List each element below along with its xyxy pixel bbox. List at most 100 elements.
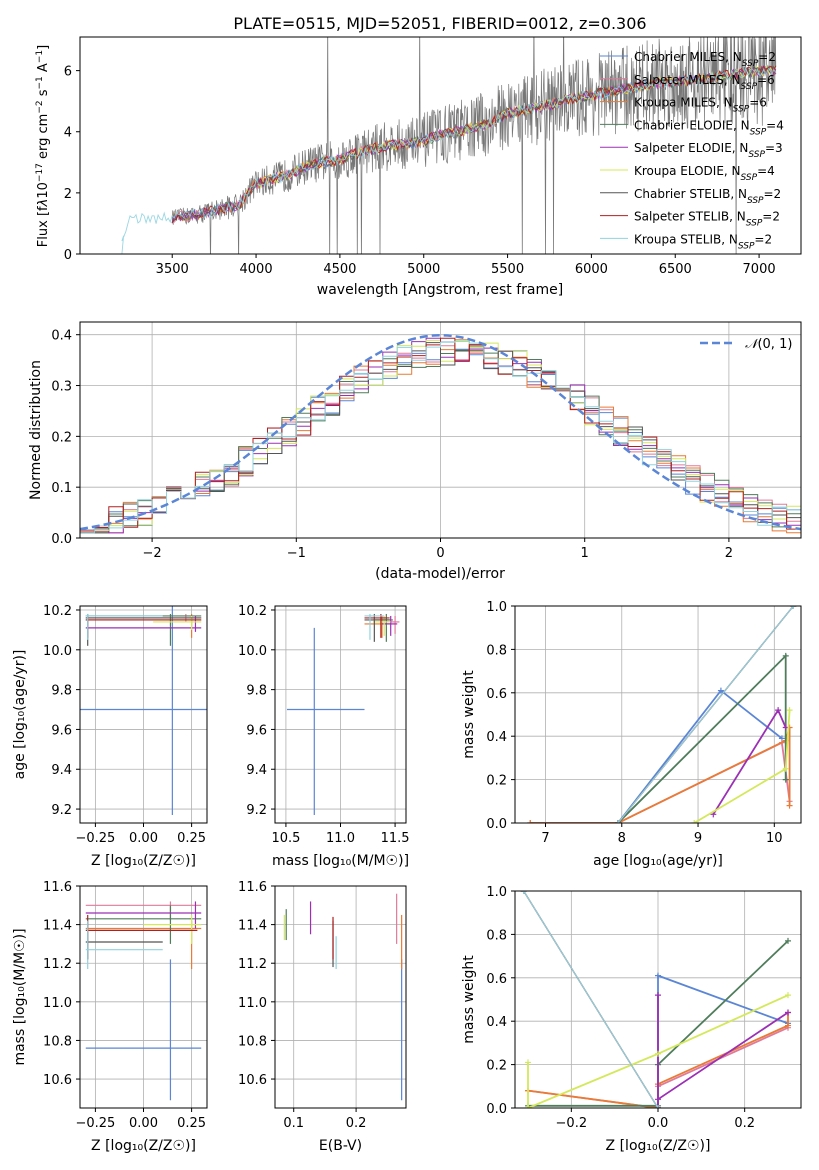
residual-xtick-label: 1 — [581, 546, 589, 561]
mass-vs-EBV-ytick-label: 11.6 — [238, 880, 267, 895]
weight-vs-Z-ylabel: mass weight — [461, 955, 477, 1044]
mass-vs-EBV-xtick-label: 0.2 — [346, 1116, 367, 1131]
residual-ytick-label: 0.1 — [51, 481, 72, 496]
legend-label-9: Kroupa STELIB, NSSP=2 — [634, 232, 772, 251]
weight-vs-age-marker-6 — [691, 820, 698, 823]
weight-vs-Z-marker-5 — [655, 992, 661, 999]
weight-vs-age-marks — [527, 606, 797, 823]
age-vs-Z-ytick-label: 9.4 — [51, 763, 72, 778]
age-vs-Z-ylabel: age [log₁₀(age/yr)] — [12, 650, 28, 780]
weight-vs-Z-xtick-label: 0.2 — [734, 1116, 755, 1131]
residual-ytick-label: 0.0 — [51, 532, 72, 547]
mass-vs-EBV-marks — [283, 893, 403, 1101]
legend-label-2: Salpeter MILES, NSSP=6 — [634, 73, 775, 92]
weight-vs-Z-marker-1 — [655, 972, 661, 979]
weight-vs-Z-ytick-label: 0.4 — [486, 1015, 507, 1030]
age-vs-mass-marks — [287, 613, 400, 816]
weight-vs-age-xlabel: age [log₁₀(age/yr)] — [593, 853, 723, 869]
weight-vs-age-series-9 — [617, 606, 794, 823]
weight-vs-Z-marker-5 — [655, 1096, 661, 1103]
mass-vs-Z-ylabel: mass [log₁₀(M/M☉)] — [12, 928, 28, 1065]
weight-vs-Z-panel: −0.2 0.0 0.2 0.0 0.2 0.4 0.6 0.8 1.0 Z [log₁₀(Z/Z… — [461, 885, 802, 1154]
age-vs-Z-xtick-label: 0.00 — [129, 831, 158, 846]
spectrum-axes-frame — [79, 36, 802, 255]
age-vs-Z-ytick-label: 9.8 — [51, 684, 72, 699]
residual-ylabel: Normed distribution — [28, 360, 44, 500]
mass-vs-Z-ytick-label: 10.8 — [43, 1034, 72, 1049]
residual-legend: 𝒩(0, 1) — [700, 337, 792, 352]
mass-vs-Z-xtick-label: 0.00 — [129, 1116, 158, 1131]
age-vs-mass-xtick-label: 11.5 — [381, 831, 410, 846]
mass-vs-Z-xtick-label: −0.25 — [75, 1116, 115, 1131]
age-vs-mass-xlabel: mass [log₁₀(M/M☉)] — [272, 853, 409, 869]
weight-vs-Z-ytick-label: 0.8 — [486, 928, 507, 943]
legend-label-3: Kroupa MILES, NSSP=6 — [634, 96, 767, 115]
age-vs-mass-ytick-label: 9.8 — [246, 684, 267, 699]
weight-vs-age-marker-5 — [775, 707, 782, 714]
weight-vs-age-axes-frame — [514, 605, 802, 824]
weight-vs-Z-series-5 — [657, 995, 789, 1108]
age-vs-Z-xlabel: Z [log₁₀(Z/Z☉)] — [91, 853, 196, 869]
residual-ytick-label: 0.3 — [51, 380, 72, 395]
weight-vs-age-marker-4 — [782, 652, 789, 659]
age-vs-Z-xtick-label: −0.25 — [75, 831, 115, 846]
age-vs-Z-ytick-label: 10.0 — [43, 644, 72, 659]
weight-vs-Z-marker-6 — [525, 1105, 531, 1108]
weight-vs-Z-ytick-label: 1.0 — [486, 885, 507, 900]
mass-vs-Z-xtick-label: 0.25 — [177, 1116, 206, 1131]
residual-xtick-label: 2 — [725, 546, 733, 561]
spectrum-lines — [121, 37, 777, 254]
figure-title: PLATE=0515, MJD=52051, FIBERID=0012, z=0… — [233, 14, 646, 33]
mass-vs-Z-ytick-label: 11.2 — [43, 957, 72, 972]
weight-vs-age-marker-3 — [786, 802, 793, 809]
residual-histogram-5 — [80, 337, 801, 534]
weight-vs-age-xtick-label: 8 — [618, 831, 626, 846]
spectrum-xtick-label: 4500 — [323, 262, 356, 277]
spectrum-ytick-label: 2 — [64, 187, 72, 202]
weight-vs-age-ytick-label: 0.0 — [486, 817, 507, 832]
weight-vs-age-xtick-label: 10 — [766, 831, 783, 846]
age-vs-Z-ytick-label: 9.6 — [51, 723, 72, 738]
weight-vs-age-ytick-label: 0.2 — [486, 774, 507, 789]
weight-vs-Z-series-1 — [657, 974, 789, 1108]
mass-vs-EBV-xlabel: E(B-V) — [319, 1138, 362, 1154]
mass-vs-EBV-ytick-label: 10.8 — [238, 1034, 267, 1049]
weight-vs-age-marker-6 — [782, 765, 789, 772]
spectrum-xlabel: wavelength [Angstrom, rest frame] — [317, 282, 563, 298]
residual-histograms — [80, 333, 801, 534]
age-vs-Z-xtick-label: 0.25 — [177, 831, 206, 846]
weight-vs-age-xtick-label: 9 — [694, 831, 702, 846]
mass-vs-Z-marks — [85, 901, 202, 1101]
weight-vs-Z-marks — [520, 891, 791, 1108]
mass-vs-EBV-axes-frame — [274, 885, 407, 1109]
spectrum-ytick-label: 0 — [64, 248, 72, 263]
mass-vs-Z-ytick-label: 11.4 — [43, 919, 72, 934]
spectrum-xtick-label: 6000 — [575, 262, 608, 277]
age-vs-mass-xtick-label: 10.5 — [271, 831, 300, 846]
weight-vs-age-marker-3 — [527, 820, 534, 823]
weight-vs-age-ytick-label: 0.4 — [486, 730, 507, 745]
age-vs-Z-ytick-label: 9.2 — [51, 803, 72, 818]
mass-vs-EBV-ytick-label: 10.6 — [238, 1073, 267, 1088]
weight-vs-age-panel: 7 8 9 10 0.0 0.2 0.4 0.6 0.8 1.0 age [log₁₀(age/yr… — [461, 600, 802, 869]
spectrum-xtick-label: 7000 — [743, 262, 776, 277]
legend-label-7: Chabrier STELIB, NSSP=2 — [634, 187, 781, 206]
legend-label-5: Salpeter ELODIE, NSSP=3 — [634, 141, 783, 160]
spectrum-panel: 3500 4000 4500 5000 5500 6000 6500 7000 0 2 4 6 wav… — [35, 36, 802, 298]
weight-vs-age-ylabel: mass weight — [461, 670, 477, 759]
weight-vs-Z-marker-4 — [785, 937, 791, 944]
spectrum-xtick-label: 4000 — [240, 262, 273, 277]
age-vs-mass-ytick-label: 9.6 — [246, 723, 267, 738]
legend-label-6: Kroupa ELODIE, NSSP=4 — [634, 164, 775, 183]
weight-vs-age-series-1 — [617, 689, 783, 823]
spectrum-xtick-label: 5000 — [407, 262, 440, 277]
spectrum-xtick-label: 5500 — [491, 262, 524, 277]
spectrum-ytick-label: 4 — [64, 126, 72, 141]
weight-vs-age-series-5 — [712, 708, 787, 815]
legend-label-4: Chabrier ELODIE, NSSP=4 — [634, 118, 784, 137]
weight-vs-Z-ytick-label: 0.2 — [486, 1059, 507, 1074]
weight-vs-age-xtick-label: 7 — [541, 831, 549, 846]
mass-vs-Z-xlabel: Z [log₁₀(Z/Z☉)] — [91, 1138, 196, 1154]
weight-vs-age-marker-6 — [786, 707, 793, 714]
